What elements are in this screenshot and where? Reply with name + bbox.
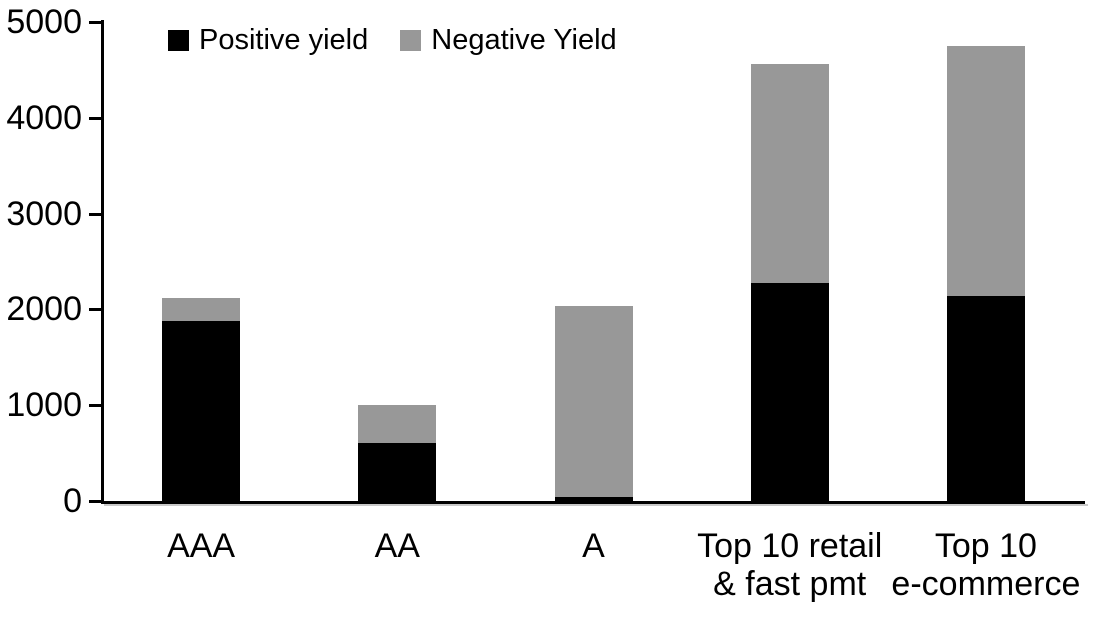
x-category-label: Top 10 retail & fast pmt — [697, 527, 883, 603]
bar-segment-negative-yield-top-10-retail-fast-pmt — [750, 64, 829, 283]
y-tick-label: 2000 — [6, 290, 82, 329]
y-tick-label: 5000 — [6, 3, 82, 41]
y-tick-mark — [89, 212, 102, 216]
x-axis-line — [101, 501, 1085, 504]
bar-segment-negative-yield-top-10-e-commerce — [946, 45, 1025, 296]
negative-yield-swatch-icon — [400, 29, 422, 51]
y-tick-mark — [89, 404, 102, 408]
x-category-label: A — [582, 527, 605, 565]
bar-segment-negative-yield-a — [554, 305, 633, 498]
legend-item-negative-yield: Negative Yield — [400, 23, 617, 57]
y-tick-label: 4000 — [6, 98, 82, 137]
bar-segment-negative-yield-aa — [358, 405, 437, 443]
y-tick-mark — [89, 116, 102, 120]
y-tick-label: 3000 — [6, 194, 82, 233]
y-tick-mark — [89, 21, 102, 24]
x-category-label: AAA — [167, 527, 236, 565]
legend-label: Positive yield — [199, 23, 369, 56]
y-axis-line — [101, 20, 104, 504]
legend-label: Negative Yield — [431, 23, 617, 56]
y-tick-mark — [89, 308, 102, 312]
bar-segment-positive-yield-aa — [358, 442, 437, 501]
x-category-label: Top 10 e-commerce — [891, 527, 1081, 603]
x-axis-shadow — [104, 504, 1088, 506]
chart-legend: Positive yield Negative Yield — [168, 20, 617, 60]
bar-segment-positive-yield-top-10-retail-fast-pmt — [750, 282, 829, 501]
y-tick-mark — [89, 500, 102, 503]
x-category-label: AA — [374, 527, 420, 565]
y-tick-label: 1000 — [6, 386, 82, 425]
y-tick-label: 0 — [63, 482, 82, 520]
bar-segment-positive-yield-top-10-e-commerce — [946, 295, 1025, 501]
positive-yield-swatch-icon — [168, 29, 189, 51]
legend-item-positive-yield: Positive yield — [168, 24, 368, 57]
bar-segment-positive-yield-aaa — [162, 320, 241, 501]
bar-segment-negative-yield-aaa — [162, 297, 241, 321]
bar-segment-positive-yield-a — [554, 497, 633, 501]
